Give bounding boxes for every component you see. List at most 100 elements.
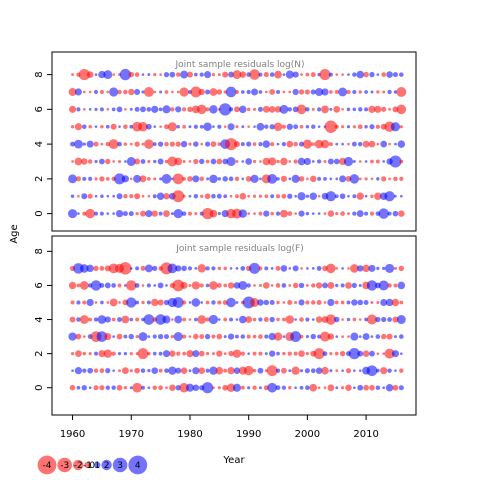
residual-bubble <box>293 141 298 147</box>
residual-bubble <box>209 105 218 114</box>
residual-bubble <box>88 386 92 390</box>
residual-bubble <box>388 142 391 146</box>
residual-bubble <box>396 315 406 325</box>
residual-bubble <box>232 70 242 80</box>
residual-bubble <box>94 125 98 129</box>
residual-bubble <box>182 194 186 198</box>
residual-bubble <box>192 175 200 183</box>
residual-bubble <box>381 72 387 77</box>
residual-bubble <box>156 192 165 200</box>
residual-bubble <box>182 317 187 322</box>
residual-bubble <box>194 72 198 77</box>
residual-bubble <box>170 334 175 339</box>
residual-bubble <box>310 175 317 183</box>
residual-bubble <box>290 331 302 342</box>
residual-bubble <box>93 89 99 95</box>
residual-bubble <box>347 73 350 76</box>
residual-bubble <box>76 300 81 305</box>
residual-bubble <box>347 335 350 338</box>
residual-bubble <box>347 142 350 146</box>
residual-bubble <box>146 123 152 130</box>
residual-bubble <box>387 283 392 288</box>
residual-bubble <box>334 124 339 129</box>
residual-bubble <box>305 335 309 339</box>
residual-bubble <box>246 283 251 288</box>
y-tick-label: 2 <box>34 350 45 356</box>
residual-bubble <box>311 160 315 163</box>
residual-bubble <box>234 106 240 113</box>
residual-bubble <box>105 177 110 181</box>
residual-bubble <box>291 174 300 183</box>
residual-bubble <box>205 107 210 112</box>
residual-bubble <box>112 194 115 198</box>
residual-bubble <box>188 160 192 163</box>
residual-bubble <box>222 300 228 305</box>
residual-bubble <box>164 334 169 340</box>
residual-bubble <box>111 107 116 112</box>
residual-bubble <box>370 335 374 338</box>
residual-bubble <box>341 369 344 372</box>
residual-bubble <box>74 139 83 149</box>
residual-bubble <box>266 365 278 377</box>
residual-bubble <box>294 300 298 305</box>
x-tick-label: 2010 <box>353 429 378 440</box>
residual-bubble <box>152 385 158 390</box>
residual-bubble <box>335 283 339 288</box>
residual-bubble <box>381 333 387 340</box>
residual-bubble <box>263 299 270 306</box>
residual-bubble <box>222 158 229 165</box>
residual-bubble <box>243 365 254 376</box>
residual-bubble <box>341 108 344 111</box>
residual-bubble <box>328 72 333 77</box>
residual-bubble <box>123 124 128 130</box>
residual-bubble <box>138 121 148 132</box>
residual-bubble <box>146 300 151 305</box>
residual-bubble <box>68 174 78 184</box>
residual-bubble <box>258 72 263 77</box>
residual-bubble <box>68 105 77 113</box>
residual-bubble <box>188 318 192 321</box>
residual-bubble <box>168 366 177 375</box>
residual-bubble <box>158 368 163 373</box>
residual-bubble <box>391 298 400 307</box>
residual-bubble <box>362 140 370 148</box>
residual-bubble <box>164 124 169 130</box>
residual-bubble <box>251 88 259 96</box>
residual-bubble <box>151 367 159 375</box>
residual-bubble <box>398 385 404 391</box>
residual-bubble <box>217 177 222 181</box>
y-tick-label: 8 <box>34 248 45 254</box>
residual-bubble <box>212 125 215 129</box>
residual-bubble <box>292 265 299 272</box>
residual-bubble <box>347 212 350 216</box>
residual-bubble <box>363 384 369 391</box>
residual-bubble <box>226 297 236 308</box>
residual-bubble <box>157 299 164 306</box>
residual-bubble <box>340 283 345 288</box>
residual-bubble <box>340 386 345 390</box>
residual-bubble <box>229 267 233 270</box>
residual-bubble <box>205 141 211 147</box>
residual-bubble <box>129 142 133 146</box>
residual-bubble <box>375 159 380 164</box>
residual-bubble <box>126 157 136 166</box>
residual-bubble <box>123 89 128 95</box>
residual-bubble <box>140 210 146 217</box>
residual-bubble <box>317 386 321 390</box>
residual-bubble <box>311 283 316 288</box>
residual-bubble <box>192 350 200 358</box>
residual-bubble <box>287 300 293 305</box>
residual-bubble <box>279 104 289 114</box>
legend-label: -1 <box>83 461 92 471</box>
residual-bubble <box>157 282 164 289</box>
residual-bubble <box>71 73 74 76</box>
residual-bubble <box>79 315 89 324</box>
legend-label: 0 <box>89 461 95 471</box>
legend-label: -3 <box>60 461 69 471</box>
y-axis-label: Age <box>9 224 20 243</box>
residual-bubble <box>103 70 113 80</box>
residual-bubble <box>339 175 347 183</box>
residual-bubble <box>315 282 323 289</box>
residual-bubble <box>335 73 339 76</box>
residual-bubble <box>258 334 263 339</box>
